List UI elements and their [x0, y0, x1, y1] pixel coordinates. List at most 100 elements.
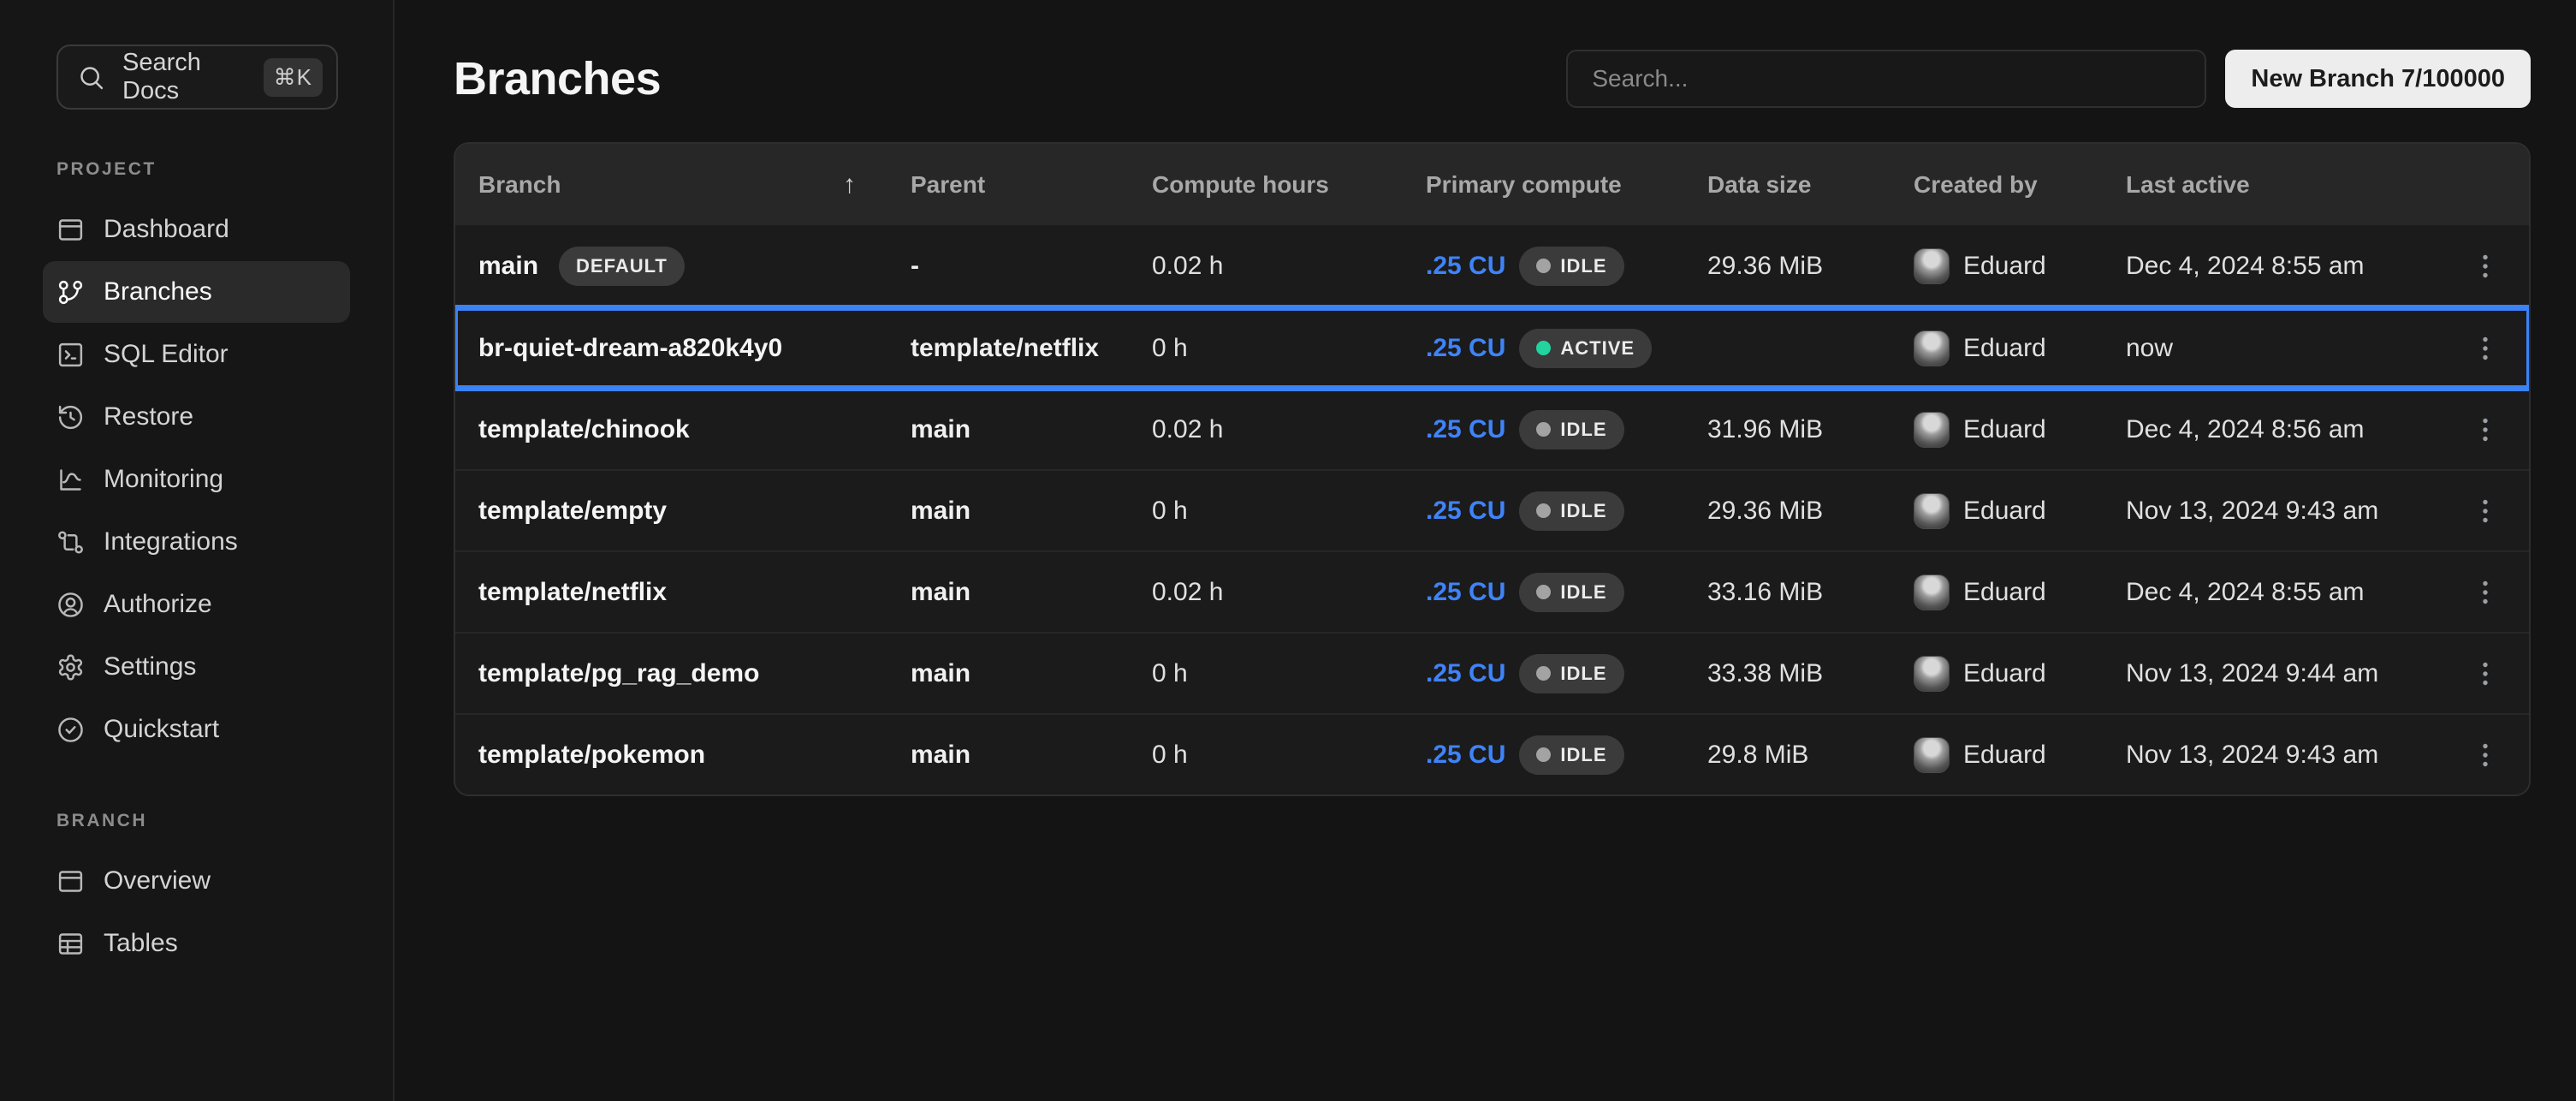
- kebab-menu-icon[interactable]: [2470, 577, 2501, 608]
- last-active: Dec 4, 2024 8:56 am: [2126, 415, 2441, 444]
- created-by: Eduard: [1963, 334, 2046, 363]
- column-header-last-active[interactable]: Last active: [2126, 171, 2441, 199]
- branch-name: template/pg_rag_demo: [478, 659, 759, 688]
- table-row[interactable]: template/empty main 0 h .25 CU IDLE 29.3…: [455, 469, 2529, 550]
- kebab-menu-icon[interactable]: [2470, 414, 2501, 445]
- compute-units-link[interactable]: .25 CU: [1426, 252, 1505, 281]
- sidebar-item-authorize[interactable]: Authorize: [43, 574, 350, 635]
- last-active: now: [2126, 334, 2441, 363]
- created-by: Eduard: [1963, 741, 2046, 770]
- status-badge: IDLE: [1519, 247, 1623, 286]
- last-active: Dec 4, 2024 8:55 am: [2126, 578, 2441, 607]
- data-size: 29.8 MiB: [1707, 741, 1914, 770]
- table-row[interactable]: template/netflix main 0.02 h .25 CU IDLE…: [455, 550, 2529, 632]
- topbar-actions: New Branch 7/100000: [1566, 50, 2531, 108]
- column-header-parent[interactable]: Parent: [911, 171, 1152, 199]
- compute-hours: 0.02 h: [1152, 252, 1426, 281]
- status-badge: IDLE: [1519, 410, 1623, 449]
- last-active: Nov 13, 2024 9:44 am: [2126, 659, 2441, 688]
- branch-search-input[interactable]: [1566, 50, 2206, 108]
- branch-name: template/pokemon: [478, 741, 705, 770]
- sort-ascending-icon[interactable]: ↑: [843, 170, 856, 199]
- sidebar-item-quickstart[interactable]: Quickstart: [43, 699, 350, 760]
- status-badge: IDLE: [1519, 735, 1623, 775]
- status-label: IDLE: [1560, 581, 1606, 604]
- compute-units-link[interactable]: .25 CU: [1426, 741, 1505, 770]
- branch-name: template/empty: [478, 497, 667, 526]
- status-dot: [1536, 666, 1551, 681]
- project-nav: Dashboard Branches SQL Editor Restore: [56, 199, 336, 761]
- branch-name: template/chinook: [478, 415, 690, 444]
- table-row[interactable]: template/chinook main 0.02 h .25 CU IDLE…: [455, 388, 2529, 469]
- last-active: Dec 4, 2024 8:55 am: [2126, 252, 2441, 281]
- created-by: Eduard: [1963, 415, 2046, 444]
- data-size: 33.38 MiB: [1707, 659, 1914, 688]
- column-header-compute-hours[interactable]: Compute hours: [1152, 171, 1426, 199]
- data-size: 29.36 MiB: [1707, 252, 1914, 281]
- compute-hours: 0 h: [1152, 497, 1426, 526]
- column-header-primary-compute[interactable]: Primary compute: [1426, 171, 1707, 199]
- created-by: Eduard: [1963, 659, 2046, 688]
- table-row[interactable]: template/pokemon main 0 h .25 CU IDLE 29…: [455, 713, 2529, 795]
- column-header-branch[interactable]: Branch ↑: [478, 170, 911, 199]
- status-badge: ACTIVE: [1519, 329, 1652, 368]
- compute-hours: 0 h: [1152, 741, 1426, 770]
- compute-units-link[interactable]: .25 CU: [1426, 415, 1505, 444]
- avatar: [1914, 656, 1950, 692]
- table-row[interactable]: template/pg_rag_demo main 0 h .25 CU IDL…: [455, 632, 2529, 713]
- status-dot: [1536, 259, 1551, 273]
- dashboard-icon: [56, 216, 85, 244]
- compute-units-link[interactable]: .25 CU: [1426, 578, 1505, 607]
- column-header-data-size[interactable]: Data size: [1707, 171, 1914, 199]
- section-label-branch: BRANCH: [56, 811, 336, 831]
- kebab-menu-icon[interactable]: [2470, 658, 2501, 689]
- sidebar: Search Docs ⌘K PROJECT Dashboard Branche…: [0, 0, 395, 1101]
- chart-icon: [56, 466, 85, 494]
- sidebar-item-sql-editor[interactable]: SQL Editor: [43, 324, 350, 385]
- kebab-menu-icon[interactable]: [2470, 251, 2501, 282]
- table-row[interactable]: main DEFAULT - 0.02 h .25 CU IDLE 29.36 …: [455, 225, 2529, 306]
- sidebar-item-overview[interactable]: Overview: [43, 850, 350, 912]
- created-by: Eduard: [1963, 252, 2046, 281]
- avatar: [1914, 737, 1950, 773]
- parent-branch: main: [911, 741, 1152, 770]
- sidebar-item-tables[interactable]: Tables: [43, 913, 350, 974]
- status-dot: [1536, 341, 1551, 355]
- compute-hours: 0.02 h: [1152, 578, 1426, 607]
- column-header-created-by[interactable]: Created by: [1914, 171, 2126, 199]
- kebab-menu-icon[interactable]: [2470, 496, 2501, 527]
- sidebar-item-restore[interactable]: Restore: [43, 386, 350, 448]
- parent-branch: main: [911, 497, 1152, 526]
- avatar: [1914, 493, 1950, 529]
- status-badge: IDLE: [1519, 573, 1623, 612]
- app-window: Search Docs ⌘K PROJECT Dashboard Branche…: [0, 0, 2576, 1101]
- avatar: [1914, 412, 1950, 448]
- table-row[interactable]: br-quiet-dream-a820k4y0 template/netflix…: [455, 306, 2529, 388]
- compute-units-link[interactable]: .25 CU: [1426, 334, 1505, 363]
- kebab-menu-icon[interactable]: [2470, 740, 2501, 771]
- new-branch-button[interactable]: New Branch 7/100000: [2225, 50, 2531, 108]
- sidebar-item-integrations[interactable]: Integrations: [43, 511, 350, 573]
- status-label: ACTIVE: [1560, 337, 1635, 360]
- sidebar-item-monitoring[interactable]: Monitoring: [43, 449, 350, 510]
- status-label: IDLE: [1560, 744, 1606, 766]
- branch-nav: Overview Tables: [56, 850, 336, 975]
- compute-hours: 0 h: [1152, 334, 1426, 363]
- status-badge: IDLE: [1519, 654, 1623, 693]
- kebab-menu-icon[interactable]: [2470, 333, 2501, 364]
- search-docs-button[interactable]: Search Docs ⌘K: [56, 45, 338, 110]
- status-dot: [1536, 747, 1551, 762]
- sidebar-item-dashboard[interactable]: Dashboard: [43, 199, 350, 260]
- compute-units-link[interactable]: .25 CU: [1426, 497, 1505, 526]
- branches-table: Branch ↑ Parent Compute hours Primary co…: [454, 142, 2531, 796]
- main-content: Branches New Branch 7/100000 Branch ↑ Pa…: [395, 0, 2576, 1101]
- status-dot: [1536, 585, 1551, 599]
- user-circle-icon: [56, 591, 85, 619]
- sidebar-item-settings[interactable]: Settings: [43, 636, 350, 698]
- sidebar-item-branches[interactable]: Branches: [43, 261, 350, 323]
- compute-units-link[interactable]: .25 CU: [1426, 659, 1505, 688]
- search-icon: [77, 63, 105, 92]
- branch-name: main: [478, 252, 538, 281]
- section-label-project: PROJECT: [56, 159, 336, 180]
- created-by: Eduard: [1963, 497, 2046, 526]
